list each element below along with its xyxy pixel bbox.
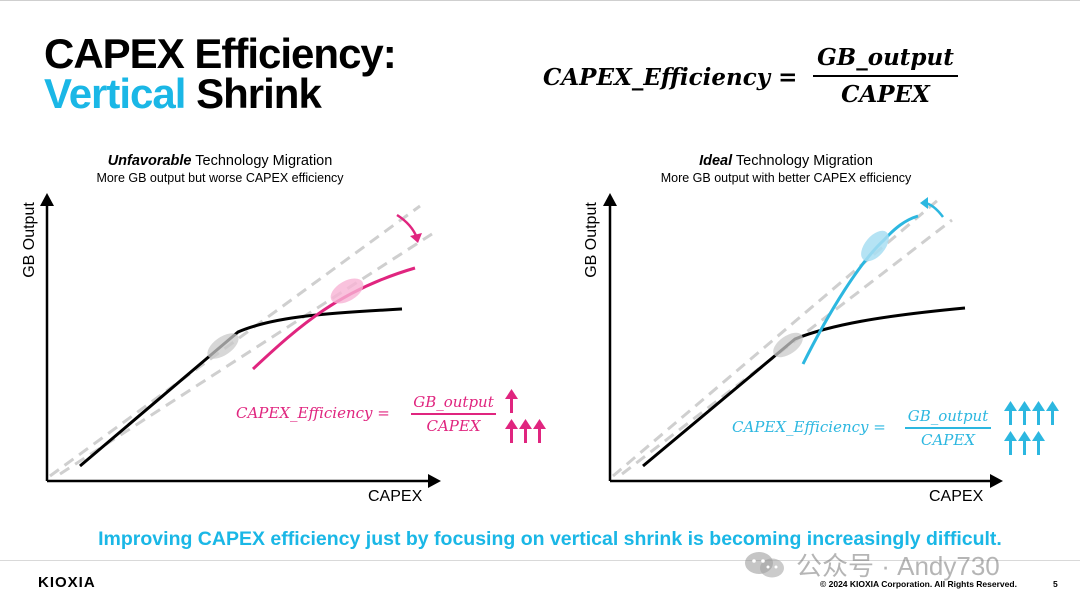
left-subheading: More GB output but worse CAPEX efficienc… — [96, 171, 344, 185]
right-eq-fraction: GB_output CAPEX — [905, 407, 991, 449]
right-new-node-highlight — [861, 230, 889, 262]
left-chart-heading: Unfavorable Technology Migration More GB… — [60, 153, 380, 187]
formula-denominator: CAPEX — [841, 81, 930, 108]
left-ideal-line-lower — [59, 232, 433, 476]
left-eq-lhs: CAPEX_Efficiency = — [236, 404, 390, 422]
left-heading-rest: Technology Migration — [195, 153, 333, 169]
left-ideal-line-upper — [49, 204, 421, 478]
right-up-arrow-num-2 — [1018, 401, 1031, 425]
right-diagram — [603, 193, 1059, 488]
left-drop-arrow — [396, 213, 419, 239]
left-drop-arrowhead — [410, 233, 422, 243]
formula-fraction: GB_output CAPEX — [813, 44, 958, 109]
left-x-axis-label: CAPEX — [368, 488, 423, 505]
right-chart-heading: Ideal Technology Migration More GB outpu… — [626, 153, 946, 187]
right-x-axis-arrowhead — [990, 474, 1003, 488]
right-eq-lhs: CAPEX_Efficiency = — [732, 418, 886, 436]
formula-numerator: GB_output — [817, 44, 954, 71]
right-up-arrow-num-3 — [1032, 401, 1045, 425]
left-heading-emph: Unfavorable — [107, 153, 192, 169]
left-eq-denominator: CAPEX — [426, 416, 481, 435]
right-eq-denominator: CAPEX — [920, 430, 976, 449]
right-x-axis-label: CAPEX — [929, 488, 984, 505]
left-y-axis-label: GB Output — [21, 202, 38, 278]
left-arrows — [505, 389, 546, 443]
right-y-axis-arrowhead — [603, 193, 617, 206]
right-rise-arrowhead — [920, 197, 928, 209]
left-up-arrow-den-3 — [533, 419, 546, 443]
left-eq-fraction: GB_output CAPEX — [411, 393, 496, 435]
title-line-2: Vertical Shrink — [44, 73, 396, 115]
right-eq-bar — [905, 427, 991, 429]
title-accent: Vertical — [44, 70, 186, 117]
left-diagram — [40, 193, 546, 488]
footer-rule — [0, 560, 1080, 561]
right-up-arrow-den-2 — [1018, 431, 1031, 455]
title-rest: Shrink — [196, 70, 322, 117]
left-y-axis-arrowhead — [40, 193, 54, 206]
left-up-arrow-den-1 — [505, 419, 518, 443]
left-old-node-curve — [79, 307, 403, 468]
right-eq-numerator: GB_output — [907, 407, 989, 425]
bottom-message: Improving CAPEX efficiency just by focus… — [98, 528, 1002, 550]
right-up-arrow-den-3 — [1032, 431, 1045, 455]
formula-fraction-bar — [813, 75, 958, 77]
page-title: CAPEX Efficiency: Vertical Shrink — [44, 30, 397, 115]
right-up-arrow-num-1 — [1004, 401, 1017, 425]
left-eq-numerator: GB_output — [413, 393, 494, 411]
left-x-axis-arrowhead — [428, 474, 441, 488]
left-new-node-curve — [251, 266, 416, 371]
formula-lhs: CAPEX_Efficiency = — [543, 64, 798, 91]
page-number: 5 — [1053, 579, 1058, 589]
left-eq-bar — [411, 413, 496, 415]
title-line-1: CAPEX Efficiency: — [44, 30, 397, 77]
right-old-node-highlight — [773, 332, 803, 358]
kioxia-logo: KIOXIA — [38, 574, 96, 591]
copyright-text: © 2024 KIOXIA Corporation. All Rights Re… — [820, 579, 1017, 589]
left-heading-line: Unfavorable Technology Migration — [108, 153, 333, 169]
right-heading-emph: Ideal — [699, 153, 733, 169]
right-up-arrow-num-4 — [1046, 401, 1059, 425]
watermark-text: 公众号 · Andy730 — [796, 551, 1000, 581]
left-old-node-highlight — [207, 333, 239, 359]
right-up-arrow-den-1 — [1004, 431, 1017, 455]
right-heading-line: Ideal Technology Migration — [699, 153, 873, 169]
top-rule — [0, 0, 1080, 1]
right-new-node-curve — [801, 214, 919, 365]
main-formula: CAPEX_Efficiency = GB_output CAPEX — [543, 44, 963, 114]
left-new-node-highlight — [330, 278, 364, 304]
left-up-arrow-numerator — [505, 389, 518, 413]
right-arrows — [1004, 401, 1059, 455]
left-up-arrow-den-2 — [519, 419, 532, 443]
right-heading-rest: Technology Migration — [735, 153, 873, 169]
wechat-icon — [745, 552, 784, 578]
right-y-axis-label: GB Output — [583, 202, 600, 278]
right-subheading: More GB output with better CAPEX efficie… — [660, 171, 912, 185]
